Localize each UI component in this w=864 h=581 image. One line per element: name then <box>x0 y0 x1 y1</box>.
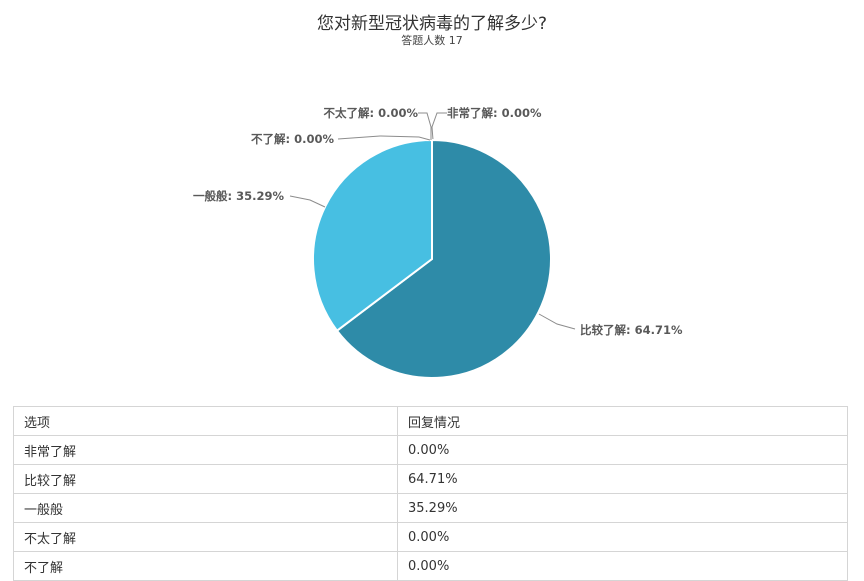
option-cell: 比较了解 <box>13 464 398 494</box>
slice-label-3: 一般般: 35.29% <box>193 189 284 203</box>
option-cell: 不太了解 <box>13 522 398 552</box>
leader-line-5 <box>337 135 431 141</box>
chart-title: 您对新型冠状病毒的了解多少? <box>316 14 548 34</box>
option-cell: 非常了解 <box>13 435 398 465</box>
pie-slice-3 <box>312 138 433 333</box>
percent-cell: 0.00% <box>397 435 848 465</box>
leader-line-2 <box>538 313 576 330</box>
percent-cell: 64.71% <box>397 464 848 494</box>
option-cell: 一般般 <box>13 493 398 523</box>
slice-label-4: 不太了解: 0.00% <box>324 106 419 120</box>
pie-slice-2 <box>335 138 552 379</box>
slice-label-2: 比较了解: 64.71% <box>580 323 683 337</box>
percent-cell: 0.00% <box>397 551 848 581</box>
header-option: 选项 <box>13 406 398 436</box>
percent-cell: 0.00% <box>397 522 848 552</box>
slice-label-1: 非常了解: 0.00% <box>447 106 542 120</box>
result-table: 选项 回复情况 非常了解 0.00% 比较了解 64.71% 一般般 35.29… <box>13 406 848 581</box>
table-row: 不了解 0.00% <box>13 551 848 581</box>
pie-chart: 非常了解: 0.00% 比较了解: 64.71% 一般般: 35.29% 不太了解: … <box>193 106 683 379</box>
table-row: 比较了解 64.71% <box>13 464 848 494</box>
table-row: 非常了解 0.00% <box>13 435 848 465</box>
header-response: 回复情况 <box>397 406 848 436</box>
chart-subtitle: 答题人数 17 <box>401 34 463 47</box>
option-cell: 不了解 <box>13 551 398 581</box>
percent-cell: 35.29% <box>397 493 848 523</box>
table-row: 不太了解 0.00% <box>13 522 848 552</box>
table-row: 一般般 35.29% <box>13 493 848 523</box>
slice-label-5: 不了解: 0.00% <box>251 132 334 146</box>
leader-line-4 <box>418 112 432 140</box>
table-header-row: 选项 回复情况 <box>13 406 848 436</box>
leader-line-1 <box>431 112 447 141</box>
leader-line-3 <box>289 195 326 208</box>
